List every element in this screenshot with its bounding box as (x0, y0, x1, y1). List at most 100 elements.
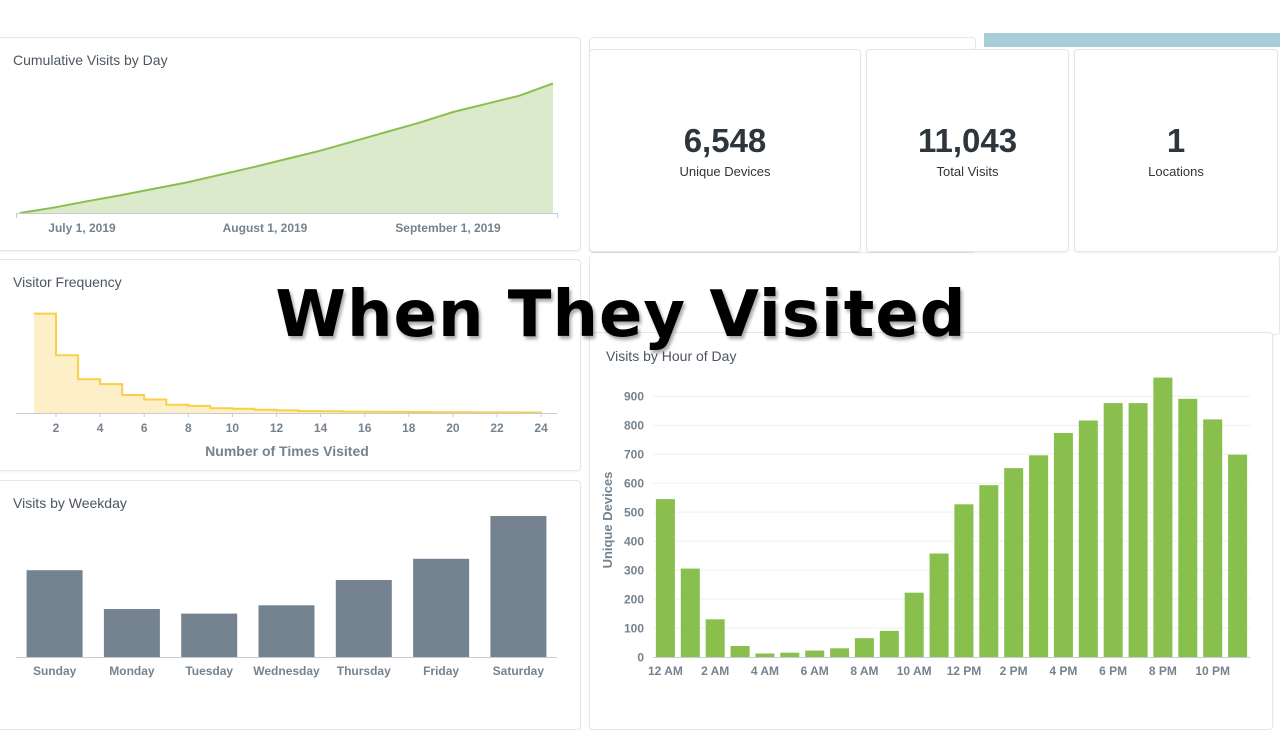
hourly-bar (854, 638, 874, 657)
total-visits-label: Total Visits (936, 164, 999, 179)
cumulative-line (19, 82, 554, 214)
unique-devices-label: Unique Devices (679, 164, 771, 179)
hourly-bar (979, 485, 999, 657)
hourly-bar (1178, 398, 1198, 657)
hourly-bar (730, 646, 750, 657)
hourly-bar (1203, 419, 1223, 657)
visits-by-hour-title: Visits by Hour of Day (606, 348, 737, 364)
visits-by-weekday-card: Visits by Weekday (0, 480, 581, 730)
locations-value: 1 (1166, 122, 1186, 159)
frequency-x-tick-label: 2 (53, 421, 60, 435)
weekday-bar (26, 570, 83, 657)
hourly-bar (1103, 403, 1123, 657)
hourly-bar (1153, 377, 1173, 657)
hourly-y-tick-label: 600 (624, 477, 644, 491)
hourly-y-tick-label: 800 (624, 419, 644, 433)
hourly-y-tick-label: 400 (624, 535, 644, 549)
metric-card-total-visits: 11,043 Total Visits (866, 49, 1069, 252)
weekday-x-tick-label: Thursday (337, 664, 391, 678)
right-panel (589, 255, 1280, 335)
hourly-x-tick-label: 2 AM (701, 664, 729, 678)
hourly-y-tick-label: 200 (624, 593, 644, 607)
cumulative-x-tick-label: July 1, 2019 (48, 221, 116, 235)
hourly-bar (805, 650, 825, 657)
hourly-bar (1053, 433, 1073, 657)
locations-label: Locations (1148, 164, 1204, 179)
hourly-bar (1029, 455, 1049, 657)
hourly-bar (780, 652, 800, 657)
weekday-bar (490, 516, 547, 658)
hourly-bar (830, 648, 850, 657)
hourly-bar (755, 653, 775, 657)
hourly-y-tick-label: 500 (624, 506, 644, 520)
weekday-bar (103, 609, 160, 657)
hourly-bar (1228, 454, 1248, 657)
cumulative-area (20, 83, 553, 214)
hourly-x-tick-label: 8 PM (1149, 664, 1177, 678)
hourly-x-tick-label: 2 PM (1000, 664, 1028, 678)
hourly-y-axis-title: Unique Devices (600, 472, 615, 569)
hourly-x-tick-label: 6 AM (801, 664, 829, 678)
overlay-title: When They Visited (275, 278, 967, 352)
weekday-x-tick-label: Friday (423, 664, 459, 678)
frequency-x-tick-label: 10 (226, 421, 240, 435)
hourly-bar (655, 499, 675, 657)
weekday-x-tick-label: Tuesday (185, 664, 233, 678)
visitor-frequency-card: Visitor Frequency (0, 259, 581, 471)
hourly-y-tick-label: 900 (624, 390, 644, 404)
hourly-bar (879, 630, 899, 657)
hourly-x-tick-label: 12 PM (947, 664, 982, 678)
hourly-bar (680, 568, 700, 657)
frequency-x-tick-label: 14 (314, 421, 328, 435)
weekday-bar (258, 605, 315, 657)
cumulative-x-tick-label: September 1, 2019 (395, 221, 501, 235)
visitor-frequency-title: Visitor Frequency (13, 274, 122, 290)
frequency-x-tick-label: 6 (141, 421, 148, 435)
frequency-x-tick-label: 24 (534, 421, 548, 435)
hourly-x-tick-label: 10 PM (1195, 664, 1230, 678)
metric-card-locations: 1 Locations (1074, 49, 1278, 252)
frequency-x-tick-label: 22 (490, 421, 504, 435)
weekday-x-tick-label: Wednesday (253, 664, 320, 678)
hourly-bar (1128, 403, 1148, 657)
hourly-bar (1078, 420, 1098, 657)
hourly-x-tick-label: 8 AM (850, 664, 878, 678)
frequency-x-tick-label: 4 (97, 421, 104, 435)
weekday-x-tick-label: Sunday (33, 664, 77, 678)
frequency-x-tick-label: 18 (402, 421, 416, 435)
frequency-x-tick-label: 8 (185, 421, 192, 435)
hourly-bar (904, 592, 924, 657)
weekday-bar (413, 558, 470, 657)
frequency-x-tick-label: 12 (270, 421, 284, 435)
hourly-y-tick-label: 700 (624, 448, 644, 462)
hourly-x-tick-label: 6 PM (1099, 664, 1127, 678)
weekday-bar (181, 613, 238, 657)
frequency-x-tick-label: 20 (446, 421, 460, 435)
hourly-x-tick-label: 4 AM (751, 664, 779, 678)
hourly-x-tick-label: 10 AM (897, 664, 932, 678)
hourly-bar (705, 619, 725, 657)
hourly-bar (1004, 468, 1024, 657)
unique-devices-value: 6,548 (683, 122, 767, 159)
weekday-bar (335, 580, 392, 657)
frequency-area (34, 313, 541, 413)
total-visits-value: 11,043 (917, 122, 1018, 159)
hourly-y-tick-label: 300 (624, 564, 644, 578)
hourly-bar (929, 553, 949, 657)
hourly-y-tick-label: 0 (637, 651, 644, 665)
metric-card-unique-devices: 6,548 Unique Devices (589, 49, 861, 252)
frequency-x-tick-label: 16 (358, 421, 372, 435)
hourly-x-tick-label: 12 AM (648, 664, 683, 678)
hourly-y-tick-label: 100 (624, 622, 644, 636)
hourly-bar (954, 504, 974, 657)
cumulative-visits-title: Cumulative Visits by Day (13, 52, 168, 68)
accent-strip (984, 33, 1280, 47)
hourly-x-tick-label: 4 PM (1049, 664, 1077, 678)
cumulative-x-tick-label: August 1, 2019 (223, 221, 308, 235)
weekday-x-tick-label: Monday (109, 664, 155, 678)
frequency-x-axis-title: Number of Times Visited (205, 443, 369, 459)
frequency-line (34, 312, 542, 414)
